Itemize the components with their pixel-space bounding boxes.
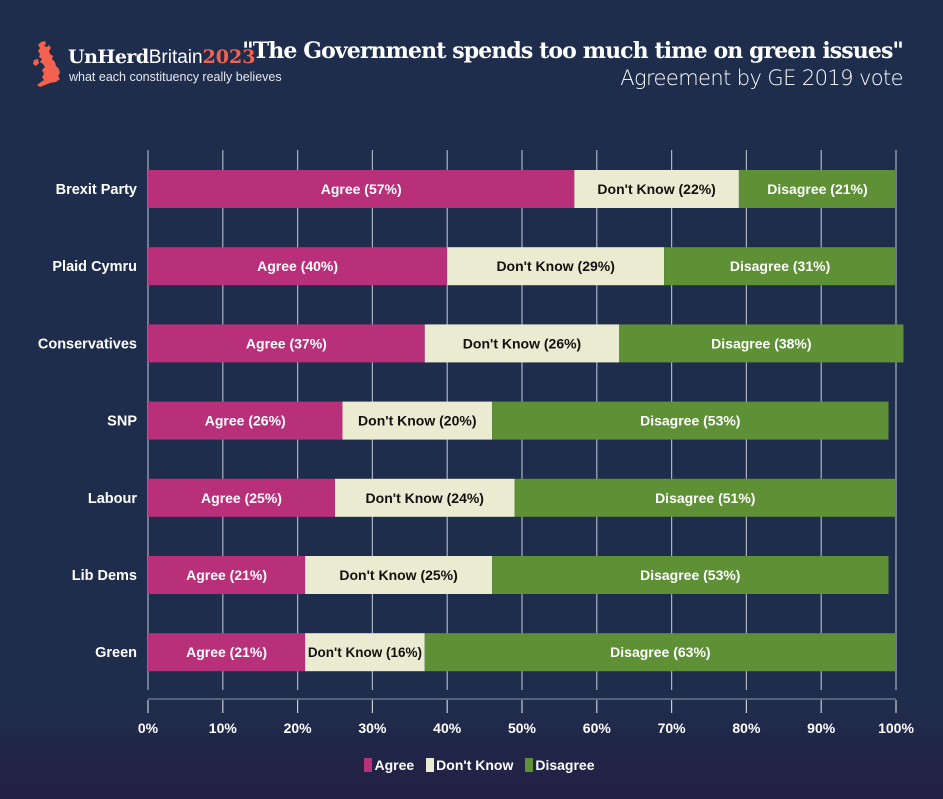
x-tick-label-90: 90% — [807, 720, 836, 736]
x-axis: 0% 10% 20% 30% 40% 50% 60% 70% 80% 90% 100% — [138, 698, 914, 736]
data-label-green-don-t-know: Don't Know (16%) — [308, 645, 422, 660]
data-label-brexit-party-disagree: Disagree (21%) — [767, 181, 867, 197]
data-label-plaid-cymru-disagree: Disagree (31%) — [730, 258, 830, 274]
category-label-plaid-cymru: Plaid Cymru — [52, 259, 137, 275]
legend-label-agree: Agree — [374, 757, 415, 773]
bar-lib-dems-don-t-know — [305, 556, 493, 594]
uk-map-icon — [33, 41, 60, 87]
data-label-plaid-cymru-don-t-know: Don't Know (29%) — [496, 258, 614, 274]
x-tick-label-20: 20% — [284, 720, 313, 736]
data-label-labour-don-t-know: Don't Know (24%) — [366, 490, 484, 506]
data-label-snp-don-t-know: Don't Know (20%) — [358, 413, 476, 429]
data-label-snp-disagree: Disagree (53%) — [640, 413, 740, 429]
bar-labour-agree — [148, 478, 335, 517]
data-label-labour-disagree: Disagree (51%) — [655, 490, 755, 506]
bar-lib-dems-agree — [148, 556, 306, 594]
x-tick-label-0: 0% — [138, 720, 159, 736]
category-label-brexit-party: Brexit Party — [56, 182, 137, 198]
data-label-plaid-cymru-agree: Agree (40%) — [257, 258, 338, 274]
bar-brexit-party-agree — [148, 170, 575, 208]
bar-plaid-cymru-don-t-know — [447, 247, 665, 286]
data-label-lib-dems-don-t-know: Don't Know (25%) — [339, 567, 457, 583]
category-labels: Brexit Party Plaid Cymru Conservatives SNP L… — [38, 182, 137, 661]
chart-subtitle: Agreement by GE 2019 vote — [620, 66, 903, 90]
bar-lib-dems-disagree — [492, 556, 889, 594]
x-tick-label-60: 60% — [583, 720, 612, 736]
brand-name: UnHerdBritain2023 — [68, 46, 255, 69]
brand-tagline: what each constituency really believes — [69, 70, 282, 84]
category-label-green: Green — [95, 645, 137, 661]
bar-labour-don-t-know — [335, 478, 515, 517]
bar-green-agree — [148, 633, 306, 672]
data-label-lib-dems-disagree: Disagree (53%) — [640, 567, 740, 583]
data-label-conservatives-don-t-know: Don't Know (26%) — [463, 335, 581, 351]
data-label-brexit-party-agree: Agree (57%) — [321, 181, 402, 197]
legend-label-dont-know: Don't Know — [436, 757, 514, 773]
bar-green-don-t-know — [305, 633, 425, 672]
bar-snp-don-t-know — [342, 401, 493, 440]
data-label-green-disagree: Disagree (63%) — [610, 644, 710, 660]
legend-label-disagree: Disagree — [535, 757, 595, 773]
brand-name-unherd: UnHerd — [68, 46, 149, 68]
x-tick-label-100: 100% — [878, 720, 914, 736]
data-label-conservatives-disagree: Disagree (38%) — [711, 335, 811, 351]
legend: Agree Don't Know Disagree — [0, 757, 943, 773]
category-label-snp: SNP — [107, 414, 137, 430]
data-label-brexit-party-don-t-know: Don't Know (22%) — [597, 181, 715, 197]
bar-plaid-cymru-disagree — [664, 247, 896, 286]
bar-labour-disagree — [514, 478, 896, 517]
bar-conservatives-don-t-know — [424, 324, 620, 363]
legend-item-agree: Agree — [364, 757, 414, 773]
data-label-green-agree: Agree (21%) — [186, 644, 267, 660]
brand-name-year: 2023 — [202, 46, 256, 68]
x-tick-label-30: 30% — [358, 720, 387, 736]
data-label-lib-dems-agree: Agree (21%) — [186, 567, 267, 583]
legend-swatch-agree — [364, 758, 373, 772]
x-tick-label-10: 10% — [209, 720, 238, 736]
x-tick-label-40: 40% — [433, 720, 462, 736]
bar-conservatives-agree — [148, 324, 425, 363]
category-label-labour: Labour — [88, 491, 137, 507]
category-label-conservatives: Conservatives — [38, 336, 137, 352]
legend-swatch-disagree — [525, 758, 534, 772]
bar-snp-disagree — [492, 401, 889, 440]
bar-brexit-party-disagree — [738, 170, 896, 208]
bar-green-disagree — [424, 633, 896, 672]
bar-snp-agree — [148, 401, 343, 440]
x-tick-label-80: 80% — [732, 720, 761, 736]
x-tick-label-50: 50% — [508, 720, 537, 736]
brand-name-britain: Britain — [148, 47, 203, 68]
x-tick-label-70: 70% — [658, 720, 687, 736]
chart-title: "The Government spends too much time on … — [242, 38, 904, 64]
bar-brexit-party-don-t-know — [574, 170, 739, 208]
data-label-conservatives-agree: Agree (37%) — [246, 335, 327, 351]
data-label-labour-agree: Agree (25%) — [201, 490, 282, 506]
bars: Agree (57%) Don't Know (22%) Disagree (21%… — [148, 170, 904, 672]
category-label-lib-dems: Lib Dems — [72, 568, 137, 584]
legend-swatch-dont-know — [426, 758, 435, 772]
legend-item-disagree: Disagree — [525, 757, 595, 773]
data-label-snp-agree: Agree (26%) — [205, 413, 286, 429]
bar-conservatives-disagree — [619, 324, 904, 363]
bar-plaid-cymru-agree — [148, 247, 448, 286]
legend-item-dont-know: Don't Know — [426, 757, 513, 773]
